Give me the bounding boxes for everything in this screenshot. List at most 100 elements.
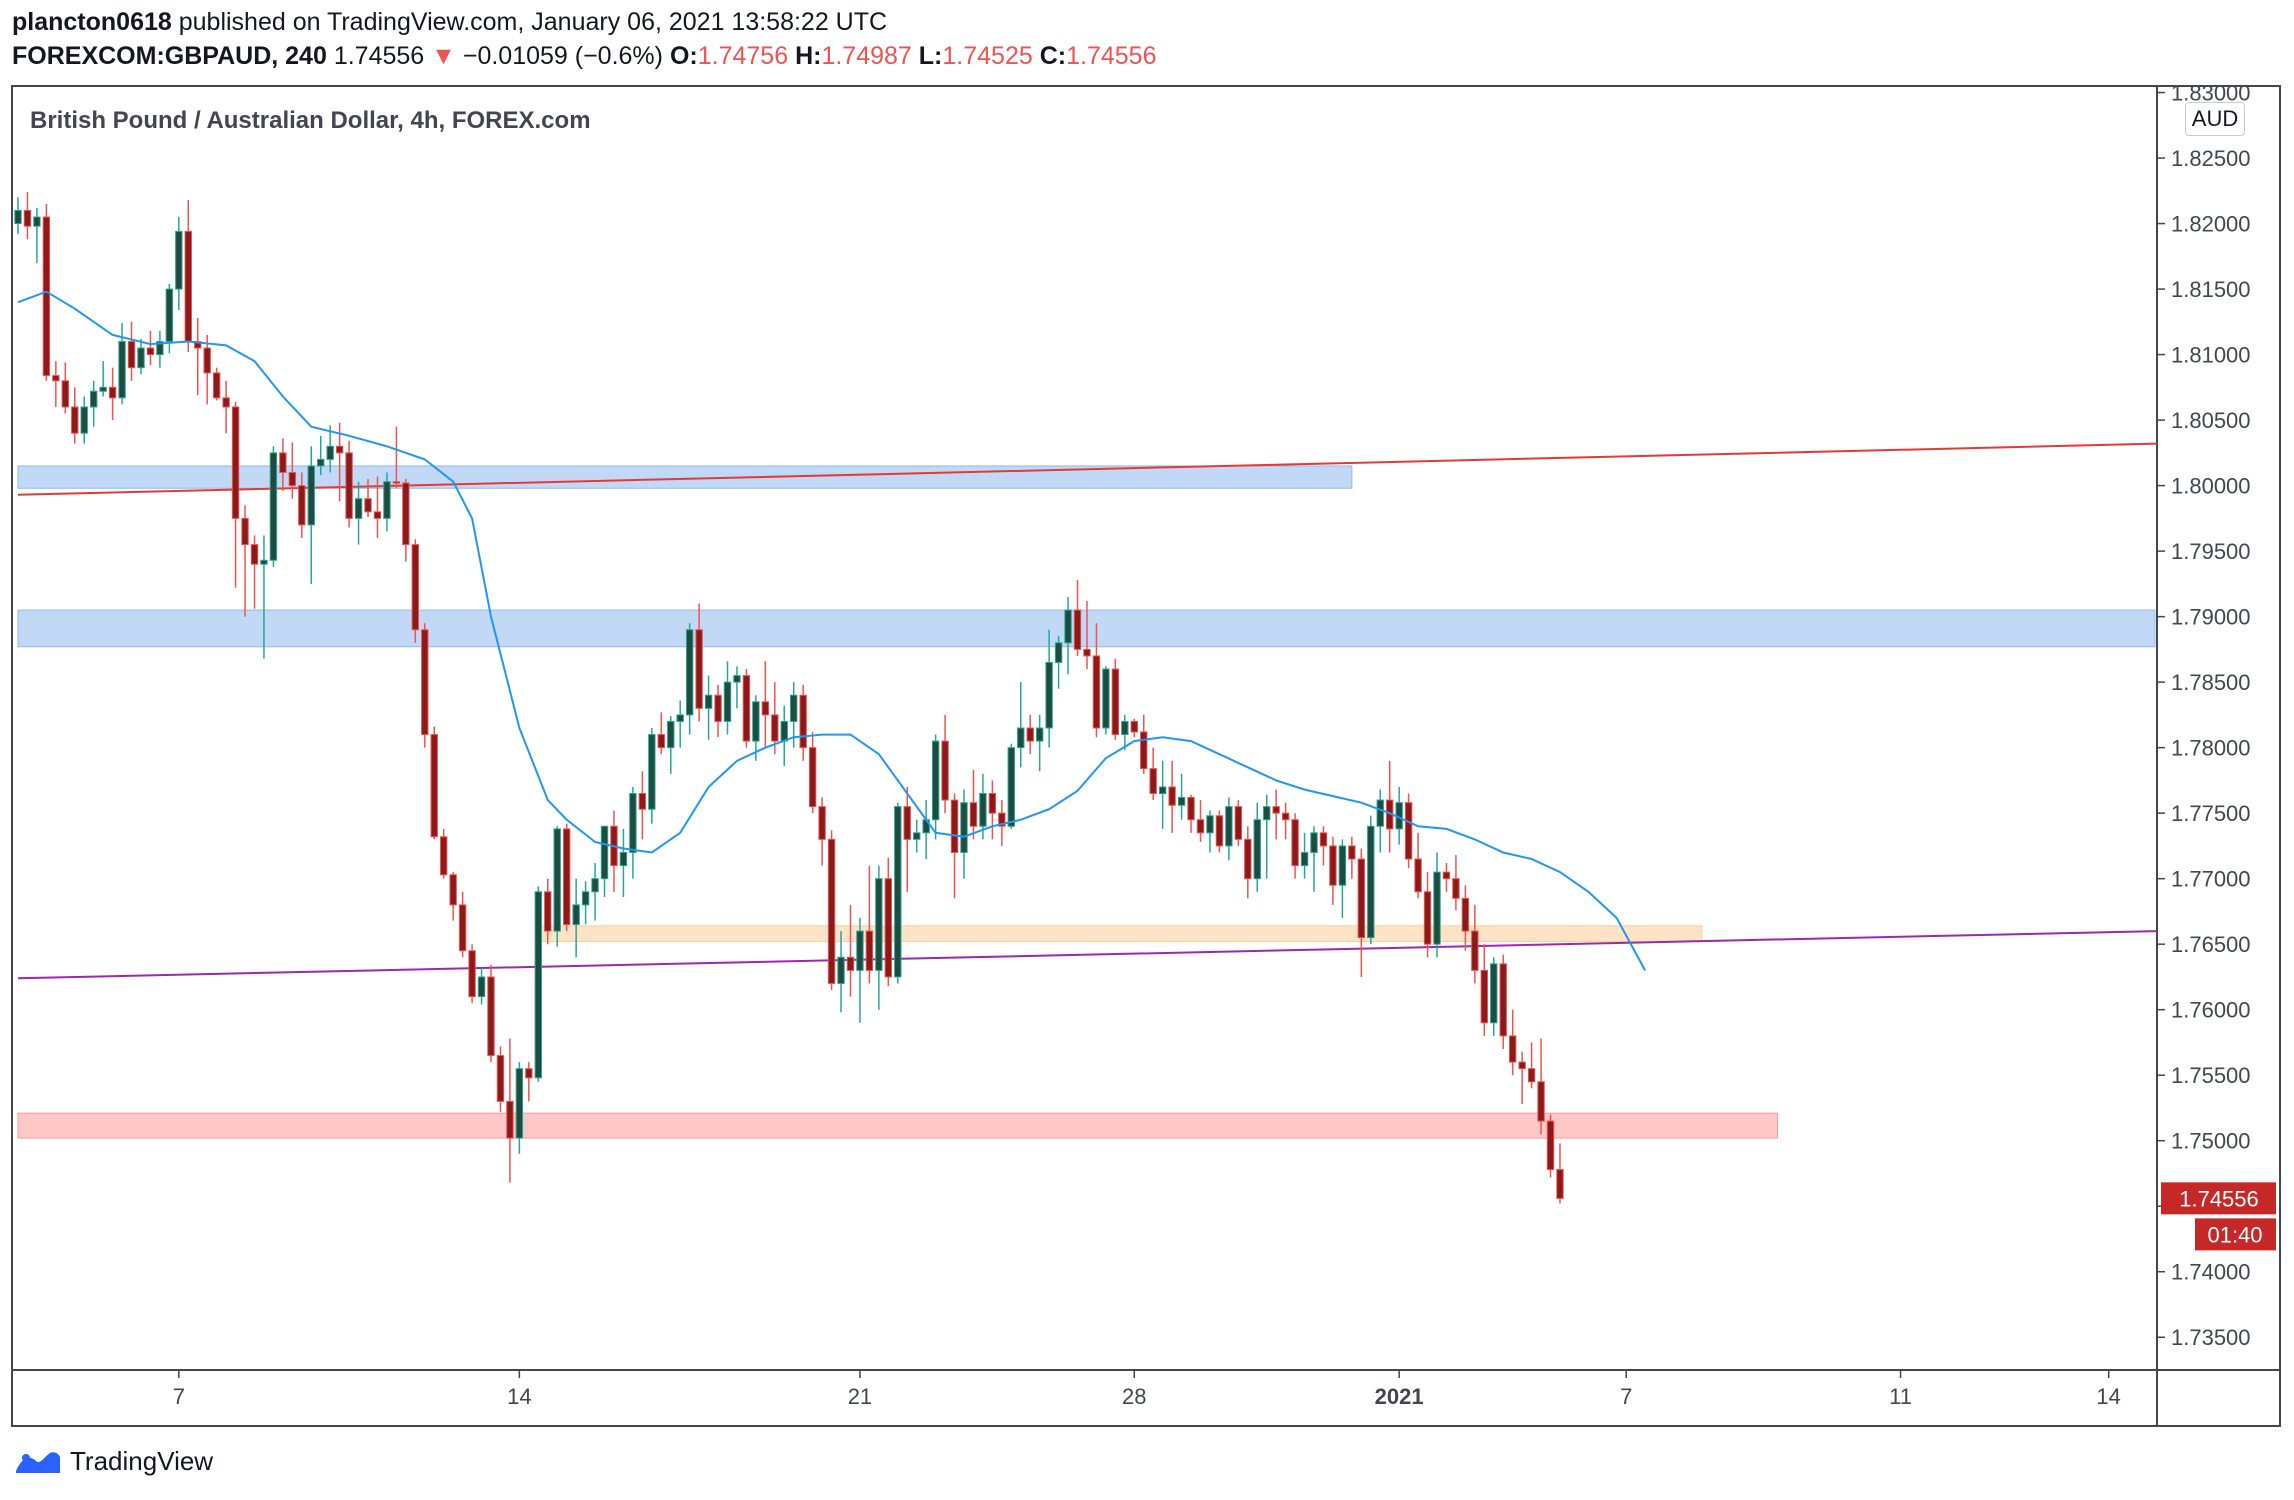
open-value: 1.74756 xyxy=(697,42,789,70)
candle-body xyxy=(1234,806,1243,840)
candle-body xyxy=(1414,858,1422,893)
candle-body xyxy=(33,216,41,227)
candle-body xyxy=(534,891,542,1079)
candle-body xyxy=(222,397,230,408)
ohlc-line: FOREXCOM:GBPAUD, 240 1.74556 ▼ −0.01059 … xyxy=(12,42,1156,71)
currency-button[interactable]: AUD xyxy=(2185,102,2245,136)
price-labels: 1.74556 01:40 xyxy=(2161,1182,2276,1251)
candle-body xyxy=(1073,609,1082,650)
close-label: C: xyxy=(1039,42,1067,70)
candle-body xyxy=(657,734,665,749)
candle-body xyxy=(1423,891,1432,945)
candle-body xyxy=(184,230,192,342)
candle-body xyxy=(1433,871,1441,945)
candle-body xyxy=(1348,845,1356,860)
chart-title: British Pound / Australian Dollar, 4h, F… xyxy=(30,107,591,134)
candle-body xyxy=(118,340,126,399)
candle-body xyxy=(335,445,344,454)
published-text: published on TradingView.com, January 06… xyxy=(178,8,888,36)
candle-body xyxy=(1357,858,1366,939)
candle-body xyxy=(515,1068,524,1139)
last-price-badge xyxy=(2161,1182,2276,1215)
time-tick-label: 28 xyxy=(1122,1384,1146,1409)
candle-body xyxy=(212,372,221,399)
candle-body xyxy=(1168,786,1176,806)
candle-body xyxy=(1291,819,1299,867)
countdown-badge xyxy=(2195,1218,2276,1251)
candle-body xyxy=(1452,878,1460,899)
candle-body xyxy=(884,878,893,978)
candle-body xyxy=(1404,802,1413,860)
candle-body xyxy=(581,891,590,906)
candle-body xyxy=(865,930,874,971)
candle-body xyxy=(1215,815,1224,847)
candle-body xyxy=(894,806,902,978)
candle-body xyxy=(42,216,51,377)
time-tick-label: 2021 xyxy=(1375,1384,1424,1409)
trend-line xyxy=(17,442,2158,496)
candle-body xyxy=(600,825,609,880)
candle-body xyxy=(1225,806,1233,847)
candle-body xyxy=(345,452,353,519)
candle-body xyxy=(156,340,164,356)
candle-body xyxy=(89,390,98,408)
candle-body xyxy=(506,1100,514,1139)
candle-body xyxy=(487,976,495,1057)
tradingview-brand[interactable]: TradingView xyxy=(14,1446,213,1477)
price-tick-label: 1.77000 xyxy=(2171,867,2251,892)
candles-layer xyxy=(14,192,1564,1204)
zone-rect xyxy=(537,925,1703,943)
candle-body xyxy=(203,347,211,374)
price-tick-label: 1.75000 xyxy=(2171,1129,2251,1154)
candle-body xyxy=(704,694,713,709)
candle-body xyxy=(1196,819,1205,834)
candle-body xyxy=(1490,963,1498,1024)
candle-body xyxy=(1310,832,1318,853)
low-label: L: xyxy=(918,42,943,70)
low-value: 1.74525 xyxy=(942,42,1033,70)
candle-body xyxy=(1546,1120,1555,1171)
time-tick-label: 7 xyxy=(1620,1384,1632,1409)
candle-body xyxy=(1054,642,1063,663)
candle-body xyxy=(1537,1081,1545,1122)
last-price-label: 1.74556 xyxy=(2179,1186,2259,1211)
candle-body xyxy=(761,701,770,716)
candle-body xyxy=(950,799,959,853)
candle-body xyxy=(1007,747,1015,827)
change-value: −0.01059 (−0.6%) xyxy=(462,42,663,70)
time-tick-label: 14 xyxy=(507,1384,531,1409)
candle-body xyxy=(723,681,732,722)
last-price: 1.74556 xyxy=(333,42,425,70)
candle-body xyxy=(998,812,1006,827)
candle-body xyxy=(1556,1169,1564,1199)
candle-body xyxy=(676,714,684,722)
candle-body xyxy=(960,802,968,853)
price-tick-label: 1.73500 xyxy=(2171,1325,2251,1350)
candle-body xyxy=(241,517,249,546)
candle-body xyxy=(931,740,940,821)
candle-body xyxy=(572,904,580,926)
candle-body xyxy=(402,482,410,546)
candle-body xyxy=(383,481,391,519)
time-tick-label: 7 xyxy=(173,1384,185,1409)
candle-body xyxy=(137,347,145,369)
candle-body xyxy=(1102,668,1110,729)
candle-body xyxy=(1442,871,1451,880)
candle-body xyxy=(988,793,997,814)
candle-body xyxy=(71,406,79,434)
candle-body xyxy=(307,465,315,526)
moving-average-layer xyxy=(17,290,1646,971)
price-chart[interactable]: British Pound / Australian Dollar, 4h, F… xyxy=(0,0,2294,1440)
candle-body xyxy=(1121,720,1129,736)
candle-body xyxy=(742,675,751,742)
price-tick-label: 1.78000 xyxy=(2171,736,2251,761)
candle-body xyxy=(837,956,845,984)
price-tick-label: 1.81000 xyxy=(2171,343,2251,368)
candle-body xyxy=(477,976,486,998)
candle-body xyxy=(392,481,401,484)
candle-body xyxy=(1376,799,1384,827)
down-arrow-icon: ▼ xyxy=(431,42,456,70)
candle-body xyxy=(1253,819,1261,880)
moving-average-line xyxy=(17,290,1646,971)
candle-body xyxy=(1527,1068,1536,1083)
